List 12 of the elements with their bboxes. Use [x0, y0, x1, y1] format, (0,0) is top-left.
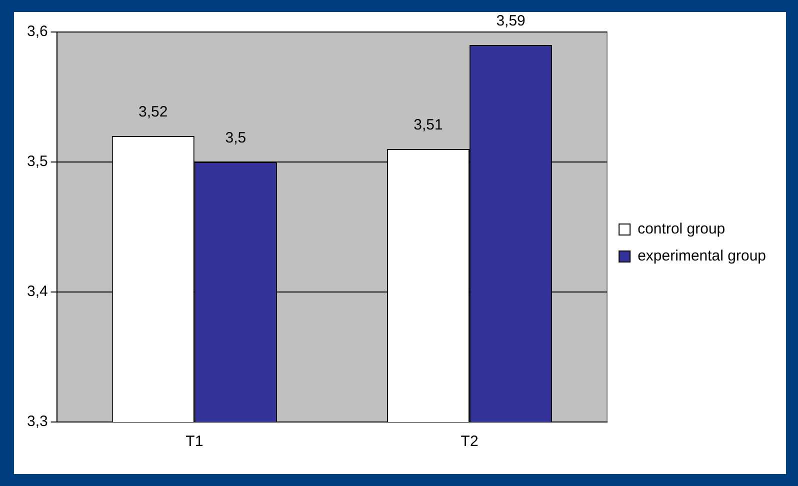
y-tick-label: 3,5: [26, 153, 48, 170]
x-tick-label: T2: [460, 433, 478, 450]
data-label: 3,5: [225, 130, 246, 147]
legend-label: experimental group: [638, 248, 766, 265]
x-tick-label: T1: [186, 433, 204, 450]
y-tick-label: 3,4: [26, 283, 48, 300]
legend-label: control group: [638, 220, 726, 238]
data-label: 3,59: [496, 12, 526, 30]
data-label: 3,51: [414, 116, 443, 134]
y-tick-label: 3,6: [26, 23, 48, 40]
data-label: 3,52: [138, 104, 168, 121]
y-tick-label: 3,3: [26, 413, 48, 430]
